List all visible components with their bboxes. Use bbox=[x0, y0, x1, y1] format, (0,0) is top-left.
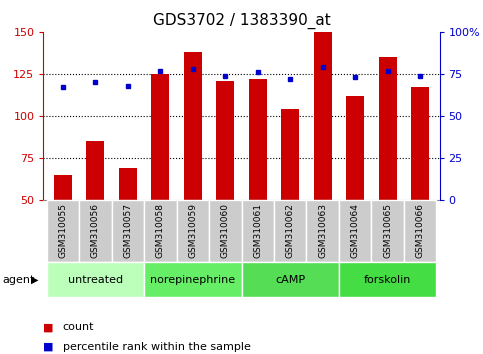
Bar bbox=[346, 96, 364, 200]
Bar bbox=[379, 57, 397, 200]
FancyBboxPatch shape bbox=[306, 200, 339, 262]
Text: ■: ■ bbox=[43, 342, 54, 352]
Text: GSM310058: GSM310058 bbox=[156, 204, 165, 258]
FancyBboxPatch shape bbox=[339, 200, 371, 262]
FancyBboxPatch shape bbox=[339, 262, 436, 297]
Bar bbox=[86, 141, 104, 200]
Bar bbox=[54, 175, 72, 200]
Text: GSM310061: GSM310061 bbox=[253, 204, 262, 258]
Bar bbox=[411, 87, 429, 200]
FancyBboxPatch shape bbox=[404, 200, 436, 262]
Text: percentile rank within the sample: percentile rank within the sample bbox=[63, 342, 251, 352]
FancyBboxPatch shape bbox=[144, 262, 242, 297]
Text: GSM310057: GSM310057 bbox=[123, 204, 132, 258]
Text: forskolin: forskolin bbox=[364, 275, 412, 285]
Text: cAMP: cAMP bbox=[275, 275, 305, 285]
Bar bbox=[151, 74, 169, 200]
Bar bbox=[314, 32, 332, 200]
FancyBboxPatch shape bbox=[371, 200, 404, 262]
Text: GSM310062: GSM310062 bbox=[286, 204, 295, 258]
FancyBboxPatch shape bbox=[274, 200, 306, 262]
Title: GDS3702 / 1383390_at: GDS3702 / 1383390_at bbox=[153, 13, 330, 29]
FancyBboxPatch shape bbox=[79, 200, 112, 262]
Text: GSM310063: GSM310063 bbox=[318, 204, 327, 258]
Text: agent: agent bbox=[2, 275, 35, 285]
Text: GSM310066: GSM310066 bbox=[415, 204, 425, 258]
Text: count: count bbox=[63, 322, 94, 332]
Bar bbox=[281, 109, 299, 200]
Text: untreated: untreated bbox=[68, 275, 123, 285]
FancyBboxPatch shape bbox=[209, 200, 242, 262]
Text: GSM310065: GSM310065 bbox=[383, 204, 392, 258]
FancyBboxPatch shape bbox=[177, 200, 209, 262]
Text: GSM310060: GSM310060 bbox=[221, 204, 230, 258]
Text: ■: ■ bbox=[43, 322, 54, 332]
Bar bbox=[184, 52, 202, 200]
Text: ▶: ▶ bbox=[31, 275, 39, 285]
Bar bbox=[119, 168, 137, 200]
Bar bbox=[216, 81, 234, 200]
Text: GSM310056: GSM310056 bbox=[91, 204, 100, 258]
FancyBboxPatch shape bbox=[144, 200, 177, 262]
Text: GSM310059: GSM310059 bbox=[188, 204, 197, 258]
Text: GSM310055: GSM310055 bbox=[58, 204, 68, 258]
FancyBboxPatch shape bbox=[112, 200, 144, 262]
Text: norepinephrine: norepinephrine bbox=[150, 275, 235, 285]
Text: GSM310064: GSM310064 bbox=[351, 204, 360, 258]
Bar bbox=[249, 79, 267, 200]
FancyBboxPatch shape bbox=[47, 262, 144, 297]
FancyBboxPatch shape bbox=[242, 200, 274, 262]
FancyBboxPatch shape bbox=[242, 262, 339, 297]
FancyBboxPatch shape bbox=[47, 200, 79, 262]
